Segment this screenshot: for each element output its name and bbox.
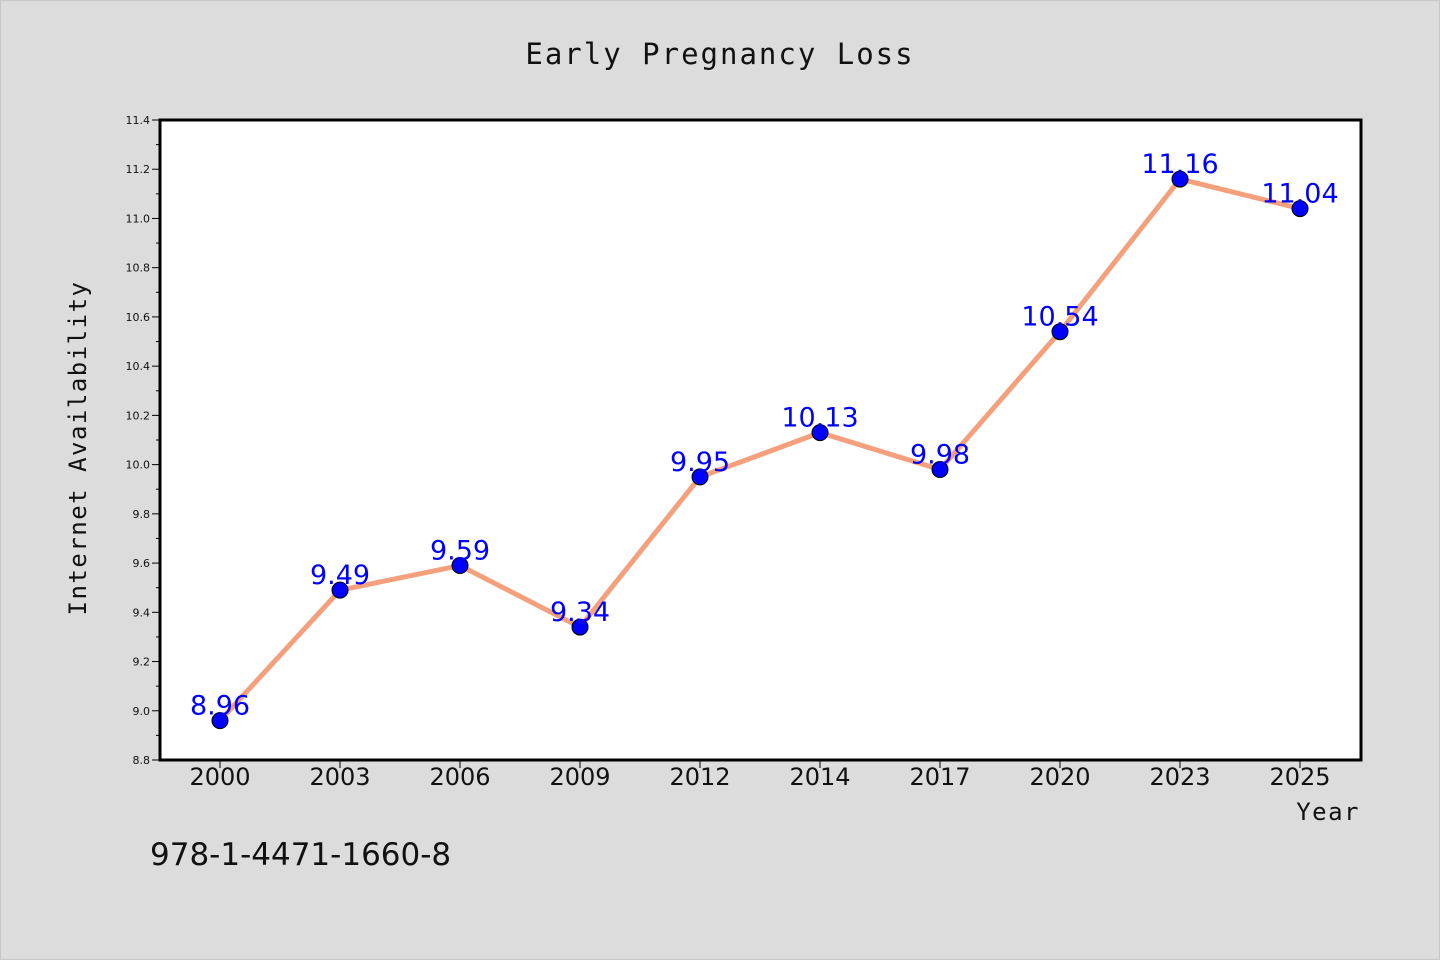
- footer-code: 978-1-4471-1660-8: [150, 837, 451, 873]
- series-line: [217, 176, 1303, 724]
- data-point: [931, 461, 949, 479]
- x-tick-label: 2006: [429, 763, 490, 791]
- data-label: 9.98: [910, 440, 970, 471]
- y-tick-label: 10.4: [126, 360, 151, 373]
- x-tick-label: 2014: [789, 763, 850, 791]
- y-tick-label: 9.0: [133, 705, 151, 718]
- data-point: [691, 468, 709, 486]
- x-tick-label: 2003: [309, 763, 370, 791]
- x-tick-label: 2009: [549, 763, 610, 791]
- data-point: [211, 712, 229, 730]
- data-labels: 8.96 9.49 9.59 9.34 9.95 10.13 9.98 10.54 11.16 1…: [190, 149, 1339, 722]
- y-tick-label: 10.0: [126, 459, 151, 472]
- data-point: [571, 618, 589, 636]
- data-point: [811, 424, 829, 442]
- data-point: [1291, 200, 1309, 218]
- plot-area: [158, 118, 1363, 762]
- data-point: [331, 581, 349, 599]
- y-axis-label: Internet Availability: [64, 281, 92, 616]
- data-label: 11.04: [1261, 179, 1338, 210]
- data-point: [451, 557, 469, 575]
- data-point: [1051, 323, 1069, 341]
- x-axis: 2000 2003 2006 2009 2012 2014 2017 2020 2023 2025: [189, 760, 1331, 791]
- x-tick-label: 2000: [189, 763, 250, 791]
- y-tick-label: 11.0: [126, 212, 151, 225]
- data-point: [1171, 170, 1189, 188]
- y-tick-label: 9.8: [133, 508, 151, 521]
- x-axis-label: Year: [1296, 798, 1360, 826]
- y-tick-label: 10.8: [126, 262, 151, 275]
- x-tick-label: 2020: [1029, 763, 1090, 791]
- x-tick-label: 2012: [669, 763, 730, 791]
- data-label: 10.13: [781, 403, 858, 434]
- data-label: 9.95: [670, 447, 730, 478]
- data-label: 10.54: [1021, 302, 1098, 333]
- data-label: 9.59: [430, 536, 490, 567]
- y-tick-label: 11.4: [126, 114, 151, 127]
- y-tick-label: 10.2: [126, 409, 151, 422]
- x-tick-label: 2023: [1149, 763, 1210, 791]
- data-label: 11.16: [1141, 149, 1218, 180]
- y-tick-label: 9.6: [133, 557, 151, 570]
- y-tick-label: 11.2: [126, 163, 151, 176]
- y-axis: 8.8 9.0 9.2 9.4 9.6 9.8 10.0 10.2 10.4 10.6 10.8 11…: [126, 114, 160, 767]
- data-label: 8.96: [190, 691, 250, 722]
- y-tick-label: 9.2: [133, 656, 151, 669]
- data-label: 9.34: [550, 597, 610, 628]
- y-tick-label: 9.4: [133, 606, 151, 619]
- y-tick-label: 8.8: [133, 754, 151, 767]
- series-polyline: [217, 176, 1303, 724]
- chart-title: Early Pregnancy Loss: [525, 37, 914, 71]
- series-markers: [211, 170, 1309, 730]
- x-tick-label: 2025: [1269, 763, 1330, 791]
- y-tick-label: 10.6: [126, 311, 151, 324]
- x-tick-label: 2017: [909, 763, 970, 791]
- data-label: 9.49: [310, 560, 370, 591]
